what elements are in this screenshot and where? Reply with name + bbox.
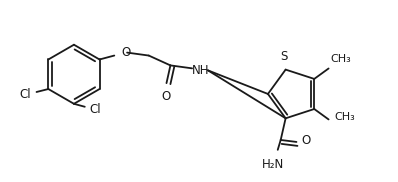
- Text: Cl: Cl: [19, 88, 31, 101]
- Text: Cl: Cl: [90, 103, 101, 116]
- Text: NH: NH: [192, 64, 210, 77]
- Text: O: O: [301, 134, 310, 147]
- Text: CH₃: CH₃: [334, 112, 355, 122]
- Text: CH₃: CH₃: [331, 54, 351, 64]
- Text: S: S: [280, 50, 287, 63]
- Text: O: O: [121, 46, 131, 59]
- Text: O: O: [162, 90, 171, 103]
- Text: H₂N: H₂N: [262, 158, 284, 171]
